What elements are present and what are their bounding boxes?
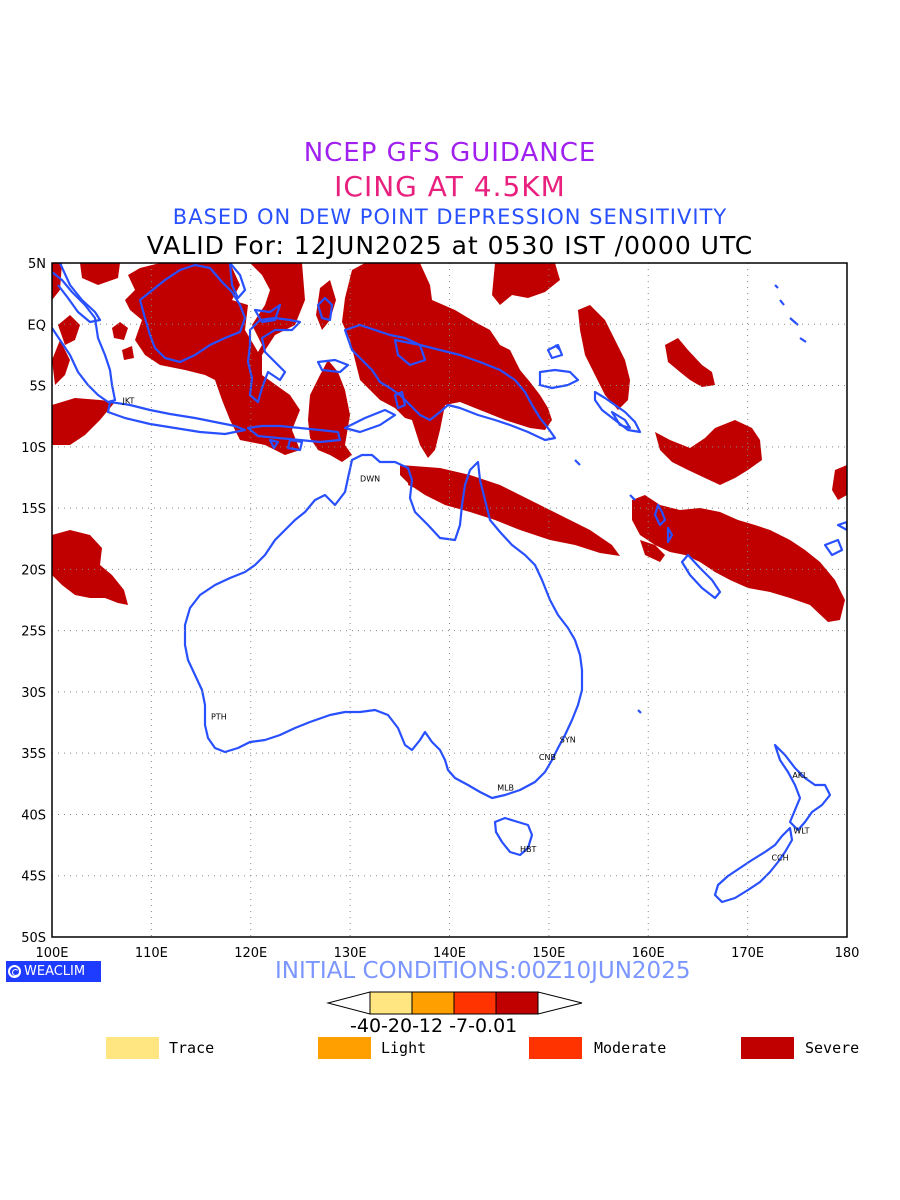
station-jkt: JKT [122,396,135,405]
title-valid-time: VALID For: 12JUN2025 at 0530 IST /0000 U… [146,231,754,260]
legend-label: Severe [805,1039,860,1057]
station-pth: PTH [211,712,227,721]
legend-label: Moderate [594,1039,667,1057]
longitude-labels: 100E 110E 120E 130E 140E 150E 160E 170E 180 [35,946,859,961]
lat-label: 5S [29,380,46,395]
colorbar-moderate [453,991,497,1015]
legend-swatch [529,1037,582,1059]
lat-label: 20S [21,563,46,578]
coastlines [52,263,847,904]
title-parameter: ICING AT 4.5KM [334,170,566,203]
title-method: BASED ON DEW POINT DEPRESSION SENSITIVIT… [172,205,728,229]
copyright-icon [8,965,21,978]
station-cch: CCH [771,853,788,862]
lon-label: 120E [234,946,267,961]
lon-label: 150E [532,946,565,961]
legend-swatch [318,1037,371,1059]
legend-swatch [106,1037,159,1059]
station-markers: JKT DWN PTH SYN CNB MLB HBT AKL WLT CCH [122,396,810,862]
lat-label: 5N [28,257,46,272]
colorbar-light [411,991,455,1015]
colorbar-trace [369,991,413,1015]
station-syn: SYN [560,736,576,745]
lon-label: 160E [632,946,665,961]
lat-label: 40S [21,808,46,823]
lon-label: 140E [433,946,466,961]
colorbar-labels: -40-20-12 -7-0.01 [350,1015,518,1037]
lat-label: EQ [28,318,46,333]
lat-label: 30S [21,686,46,701]
lat-label: 35S [21,747,46,762]
lon-label: 170E [731,946,764,961]
station-mlb: MLB [497,783,514,792]
latitude-labels: 5N EQ 5S 10S 15S 20S 25S 30S 35S 40S 45S 50S [21,257,46,946]
colorbar-severe [495,991,539,1015]
lon-label: 130E [334,946,367,961]
lat-label: 50S [21,931,46,946]
station-cnb: CNB [539,753,556,762]
lat-label: 25S [21,625,46,640]
lat-label: 10S [21,441,46,456]
legend-swatch [741,1037,794,1059]
graticule [52,263,847,937]
lat-label: 15S [21,502,46,517]
station-hbt: HBT [520,845,537,854]
station-akl: AKL [792,771,808,780]
station-dwn: DWN [360,475,380,484]
legend-label: Trace [169,1039,215,1057]
severe-icing-regions [52,263,847,622]
lon-label: 110E [135,946,168,961]
map-frame [51,262,848,938]
title-product: NCEP GFS GUIDANCE [303,138,597,168]
colorbar [326,991,583,1015]
lon-label: 180 [835,946,860,961]
lon-label: 100E [35,946,68,961]
weaclim-logo: WEACLIM [6,961,101,982]
station-wlt: WLT [793,826,809,835]
initial-conditions: INITIAL CONDITIONS:00Z10JUN2025 [275,958,691,984]
legend-label: Light [381,1039,427,1057]
lat-label: 45S [21,870,46,885]
